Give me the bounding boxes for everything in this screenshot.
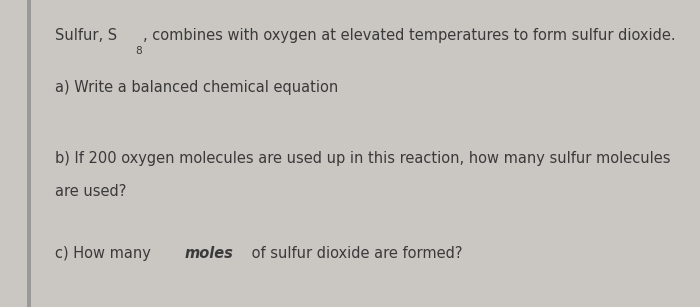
Text: b) If 200 oxygen molecules are used up in this reaction, how many sulfur molecul: b) If 200 oxygen molecules are used up i… — [55, 151, 670, 166]
Text: are used?: are used? — [55, 185, 126, 200]
Text: moles: moles — [184, 246, 233, 261]
Text: a) Write a balanced chemical equation: a) Write a balanced chemical equation — [55, 80, 338, 95]
Bar — [27, 0, 31, 307]
Text: 8: 8 — [135, 46, 141, 56]
Text: Sulfur, S: Sulfur, S — [55, 28, 117, 43]
Text: , combines with oxygen at elevated temperatures to form sulfur dioxide.: , combines with oxygen at elevated tempe… — [144, 28, 676, 43]
Text: c) How many: c) How many — [55, 246, 155, 261]
Text: of sulfur dioxide are formed?: of sulfur dioxide are formed? — [247, 246, 463, 261]
